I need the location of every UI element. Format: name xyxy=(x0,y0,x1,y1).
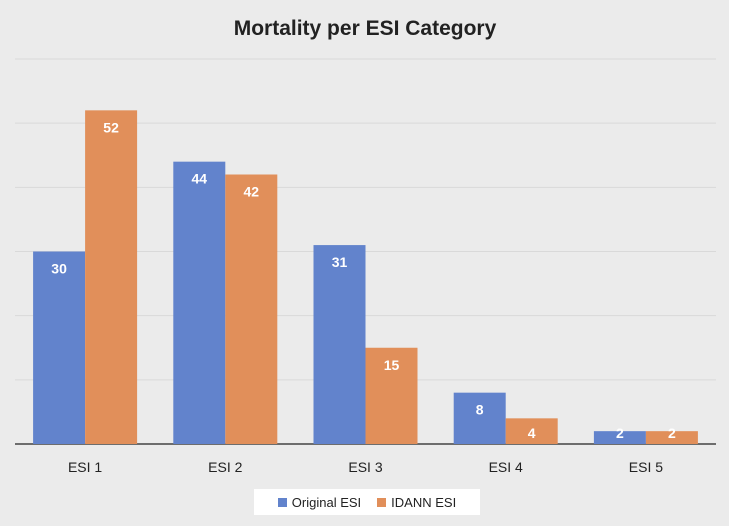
x-tick-label: ESI 3 xyxy=(348,459,382,475)
bar-original-3 xyxy=(313,245,366,444)
data-label: 4 xyxy=(528,425,536,441)
bar-idann-3 xyxy=(365,347,418,444)
data-label: 44 xyxy=(192,171,208,187)
bar-idann-5 xyxy=(645,431,698,444)
bar-idann-1 xyxy=(85,110,138,444)
data-label: 2 xyxy=(668,425,676,441)
legend-swatch-original xyxy=(277,497,287,507)
data-label: 8 xyxy=(476,402,484,418)
bar-original-1 xyxy=(33,251,86,444)
x-tick-label: ESI 1 xyxy=(68,459,102,475)
x-tick-label: ESI 2 xyxy=(208,459,242,475)
data-label: 42 xyxy=(244,184,260,200)
legend-label-original: Original ESI xyxy=(291,494,362,510)
legend: Original ESI IDANN ESI xyxy=(254,489,480,515)
bar-idann-4 xyxy=(505,418,558,444)
x-tick-label: ESI 5 xyxy=(629,459,663,475)
bar-original-5 xyxy=(593,431,646,444)
bar-original-2 xyxy=(173,161,226,444)
data-label: 30 xyxy=(51,261,67,277)
legend-item-idann: IDANN ESI xyxy=(377,495,456,510)
chart-title: Mortality per ESI Category xyxy=(234,17,497,40)
data-label: 52 xyxy=(103,119,119,135)
x-tick-label: ESI 4 xyxy=(489,459,523,475)
x-axis-labels: ESI 1 ESI 2 ESI 3 ESI 4 ESI 5 xyxy=(68,459,663,475)
bar-idann-2 xyxy=(225,174,278,444)
data-label: 15 xyxy=(384,357,400,373)
data-label: 31 xyxy=(332,254,348,270)
legend-swatch-idann xyxy=(377,497,387,507)
bar-original-4 xyxy=(453,392,506,444)
legend-item-original: Original ESI xyxy=(277,494,362,510)
legend-label-idann: IDANN ESI xyxy=(391,494,457,510)
data-label: 2 xyxy=(616,425,624,441)
